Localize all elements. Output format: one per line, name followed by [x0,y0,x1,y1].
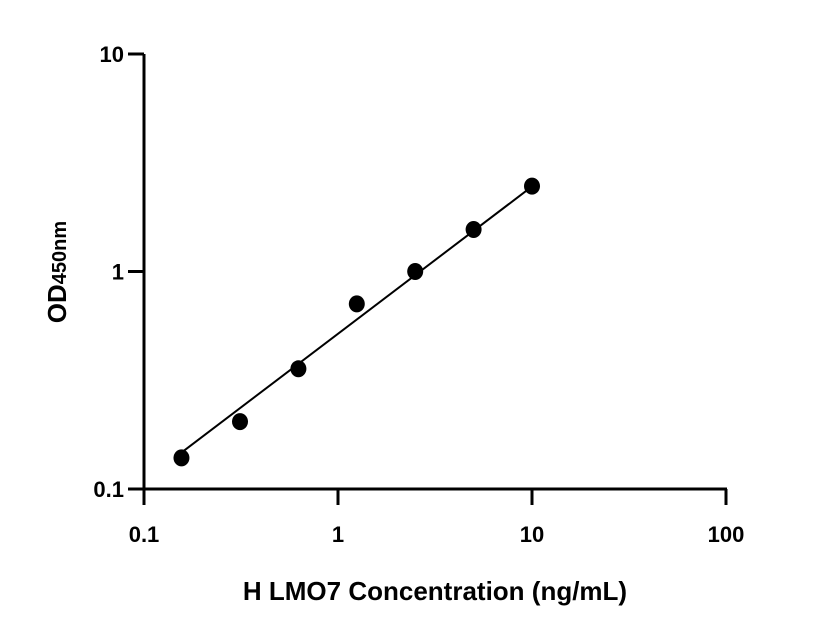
x-tick-label: 10 [520,522,544,547]
data-point [232,413,249,431]
data-point [173,449,190,467]
y-tick-label: 0.1 [93,477,124,502]
x-tick-label: 1 [332,522,344,547]
y-axis-title: OD450nm [42,221,72,323]
data-points [173,177,540,467]
data-point [407,263,424,280]
data-point [290,360,307,378]
y-tick-label: 1 [112,260,124,285]
x-tick-label: 100 [708,522,745,547]
y-axis-title-subscript: 450nm [49,221,71,284]
x-tick-label: 0.1 [129,522,160,547]
data-point [348,295,365,313]
data-point [465,220,482,238]
y-axis-title-main: OD [42,284,72,323]
x-axis-title: H LMO7 Concentration (ng/mL) [243,576,627,606]
y-tick-label: 10 [100,42,124,67]
axes [142,54,727,491]
data-point [524,177,540,195]
ticks: 0.1 1 10 100 0.1 1 10 [93,42,744,547]
